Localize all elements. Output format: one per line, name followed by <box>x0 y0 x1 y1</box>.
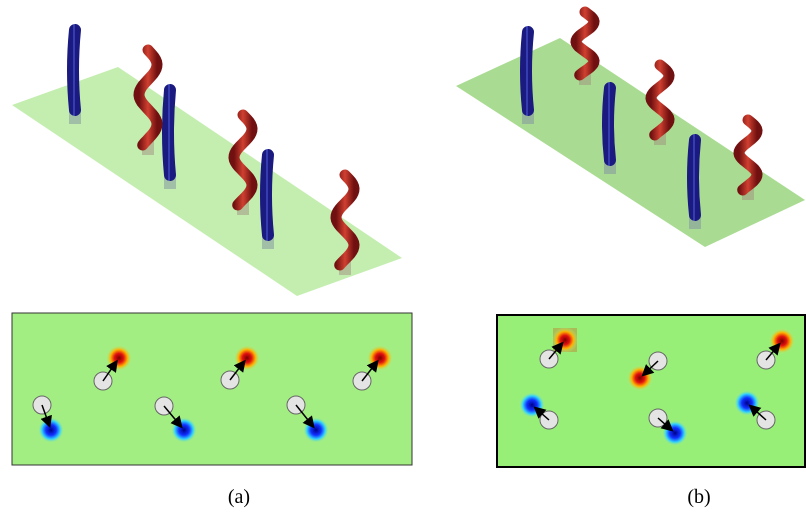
blue-blob <box>519 392 545 418</box>
blue-tube <box>693 140 695 215</box>
figure: (a) (b) <box>0 0 806 516</box>
red-blob <box>234 345 260 371</box>
red-blob <box>367 345 393 371</box>
red-blob <box>552 327 578 353</box>
blue-tube <box>73 30 75 110</box>
blue-tube <box>266 155 268 235</box>
blue-tube <box>526 32 528 110</box>
panel-a-field <box>12 313 412 465</box>
page: (a) (b) (() => { const data = JSON.parse… <box>0 0 806 516</box>
blue-tube <box>608 88 610 160</box>
blue-blob <box>303 417 329 443</box>
blue-blob <box>662 420 688 446</box>
red-blob <box>769 328 795 354</box>
panel-label: (b) <box>687 486 710 508</box>
panel-label: (a) <box>228 486 250 508</box>
blue-blob <box>171 417 197 443</box>
blue-tube <box>168 90 170 175</box>
panel-b-field <box>497 315 805 467</box>
red-blob <box>106 345 132 371</box>
blue-blob <box>38 417 64 443</box>
